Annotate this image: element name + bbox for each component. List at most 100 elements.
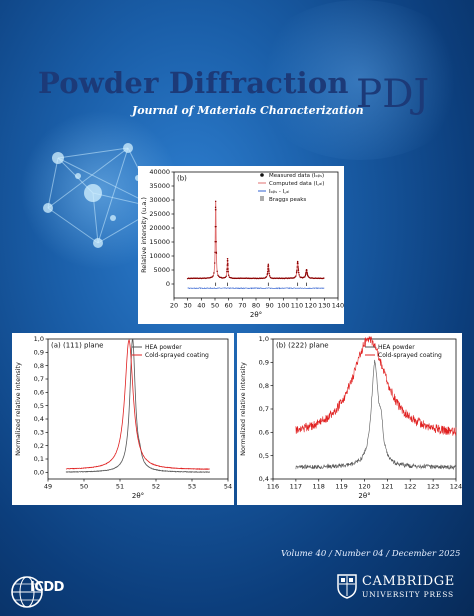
measured-data-point (297, 269, 300, 272)
y-tick-label: 20000 (149, 224, 170, 232)
measured-data-point (268, 269, 270, 272)
measured-data-point (215, 241, 217, 243)
measured-data-point (215, 209, 217, 211)
y-tick-label: 0,7 (34, 375, 44, 383)
y-tick-label: 1,0 (34, 335, 44, 343)
measured-data-point (304, 276, 306, 278)
y-tick-label: 15000 (149, 238, 170, 246)
y-tick-label: 0,9 (34, 349, 44, 357)
y-tick-label: 0,3 (34, 429, 44, 437)
measured-data-point (297, 268, 300, 270)
measured-data-point (268, 271, 270, 273)
icdd-logo-text: ICDD (30, 580, 64, 595)
measured-data-point (305, 271, 307, 274)
legend-entry: HEA powder (378, 344, 415, 351)
y-tick-label: 0,8 (259, 382, 269, 390)
icdd-globe-icon (11, 576, 43, 608)
y-tick-label: 0,8 (34, 362, 44, 370)
measured-data-point (267, 263, 269, 266)
journal-abbreviation: PDJ (356, 72, 430, 117)
x-tick-label: 40 (197, 302, 205, 310)
measured-data-point (294, 276, 296, 278)
legend-entry: HEA powder (145, 344, 182, 351)
measured-data-point (268, 268, 270, 270)
plane-222-chart: 116 117 118 119 120 121 122 123 124 0,4 0,5 0,6 0,7 0… (239, 335, 462, 500)
x-tick-label: 124 (450, 483, 462, 491)
measured-data-point (265, 276, 268, 278)
measured-data-point (227, 264, 229, 266)
plane-111-chart: 49 50 51 52 53 54 0,0 0,1 0,2 0,3 0,4 0,5 0,6 0,7 0,8 0… (14, 335, 232, 500)
issue-line: Volume 40 / Number 04 / December 2025 (281, 549, 461, 559)
cold-sprayed-coating-line (65, 339, 210, 471)
measured-data-point (212, 275, 214, 277)
y-tick-label: 10000 (149, 252, 170, 260)
measured-data-point (226, 270, 228, 273)
measured-data-point (266, 272, 269, 275)
x-tick-label: 116 (267, 483, 279, 491)
legend-entry: Cold-sprayed coating (378, 352, 442, 359)
y-tick-label: 25000 (149, 210, 170, 218)
x-tick-label: 120 (304, 302, 316, 310)
measured-data-point (306, 271, 308, 274)
x-tick-label: 50 (80, 483, 88, 491)
journal-subtitle: Journal of Materials Characterization (132, 104, 364, 117)
panel-label: (b) (222) plane (276, 342, 329, 350)
x-tick-label: 70 (238, 302, 246, 310)
x-tick-label: 20 (170, 302, 178, 310)
journal-title: Powder Diffraction (38, 66, 349, 100)
measured-data-point (216, 270, 218, 273)
measured-data-point (214, 262, 216, 264)
cambridge-crest-icon (337, 574, 357, 599)
measured-data-point (211, 276, 213, 278)
measured-data-point (267, 265, 270, 267)
y-tick-label: 0,2 (34, 442, 44, 450)
x-tick-label: 110 (291, 302, 303, 310)
y-axis-label: Relative intensity (u.a.) (140, 197, 148, 273)
x-tick-label: 80 (252, 302, 260, 310)
y-tick-label: 0,6 (34, 389, 44, 397)
x-tick-label: 53 (188, 483, 196, 491)
x-tick-label: 121 (381, 483, 393, 491)
legend-entry: Iₒᵦₛ - I꜀ₐₗ (269, 189, 289, 195)
measured-data-point (213, 272, 215, 274)
measured-data-point (304, 274, 307, 277)
measured-data-point (297, 266, 299, 268)
measured-data-point (306, 273, 309, 275)
cold-sprayed-coating-line (295, 336, 457, 436)
hea-powder-line (65, 338, 210, 474)
y-axis-label: Normalized relative intensity (14, 362, 22, 456)
measured-data-point (268, 272, 270, 275)
x-tick-label: 60 (225, 302, 233, 310)
measured-data-point (296, 260, 299, 263)
measured-data-point (298, 274, 300, 276)
measured-data-point (305, 273, 307, 275)
legend-entry: Measured data (Iₒᵦₛ) (269, 173, 324, 179)
y-tick-label: 40000 (149, 168, 170, 176)
measured-data-point (215, 251, 218, 254)
y-tick-label: 0,4 (34, 415, 44, 423)
y-tick-label: 0,5 (34, 402, 44, 410)
y-tick-label: 0,7 (259, 405, 269, 413)
x-tick-label: 100 (277, 302, 289, 310)
plane-222-chart-panel: 116 117 118 119 120 121 122 123 124 0,4 0,5 0,6 0,7 0… (237, 333, 462, 505)
x-tick-label: 52 (152, 483, 160, 491)
y-tick-label: 0,0 (34, 469, 44, 477)
measured-data-point (323, 277, 325, 279)
x-axis-label: 2θ° (358, 492, 370, 500)
measured-data-point (226, 257, 229, 260)
measured-data-point (296, 269, 298, 272)
measured-data-point (297, 262, 299, 265)
y-tick-label: 30000 (149, 196, 170, 204)
y-tick-label: 0,5 (259, 452, 269, 460)
hea-powder-line (295, 359, 457, 471)
x-axis-label: 2θ° (250, 311, 262, 319)
x-tick-label: 118 (313, 483, 325, 491)
y-tick-label: 1,0 (259, 335, 269, 343)
plot-frame (47, 338, 229, 480)
measured-data-point (215, 225, 217, 228)
publisher-subname: UNIVERSITY PRESS (362, 590, 454, 599)
y-tick-label: 0,1 (34, 455, 44, 463)
rietveld-chart: 20 30 40 50 60 70 80 90 100 110 120 130 140 0 5000 1000… (140, 168, 344, 319)
measured-data-point (295, 271, 298, 274)
measured-data-point (225, 275, 227, 277)
